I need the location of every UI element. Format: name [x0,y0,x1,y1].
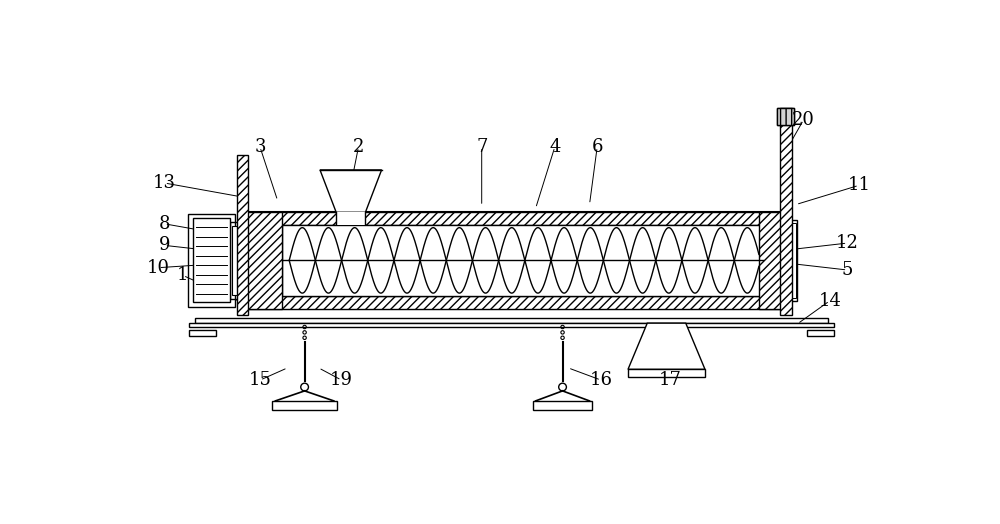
Bar [786,220,797,301]
Bar [628,369,705,377]
Text: 1: 1 [177,266,189,285]
Text: 4: 4 [549,138,561,156]
Text: 14: 14 [818,292,841,310]
Bar [777,108,794,125]
Text: 2: 2 [353,138,364,156]
Bar [533,401,592,410]
Text: 11: 11 [848,176,870,194]
Bar [282,225,763,296]
Bar [247,212,786,309]
Bar [787,223,796,298]
Text: 16: 16 [590,371,613,389]
Text: 15: 15 [249,371,271,389]
Polygon shape [320,170,382,212]
Bar [188,214,235,307]
Bar [247,212,786,225]
Text: 12: 12 [836,234,859,252]
Text: 7: 7 [476,138,487,156]
Text: 3: 3 [254,138,266,156]
Bar [247,296,786,309]
Bar [189,330,216,336]
Text: 13: 13 [153,174,176,192]
Text: 10: 10 [147,259,170,277]
Bar [237,155,248,315]
Bar [272,401,337,410]
Polygon shape [628,323,705,369]
Bar [193,219,230,302]
Text: 20: 20 [792,111,815,129]
Bar [759,212,786,309]
Text: 5: 5 [842,261,853,279]
Text: 8: 8 [159,215,170,233]
Bar [336,212,365,225]
Bar [247,212,282,309]
Bar [195,318,828,323]
Bar [780,108,792,315]
Bar [807,330,834,336]
Bar [777,108,794,125]
Text: 9: 9 [159,236,170,254]
Bar [232,226,245,294]
Text: 17: 17 [659,371,682,389]
Text: 6: 6 [591,138,603,156]
Bar [230,222,247,299]
Bar [189,323,834,327]
Text: 19: 19 [330,371,353,389]
